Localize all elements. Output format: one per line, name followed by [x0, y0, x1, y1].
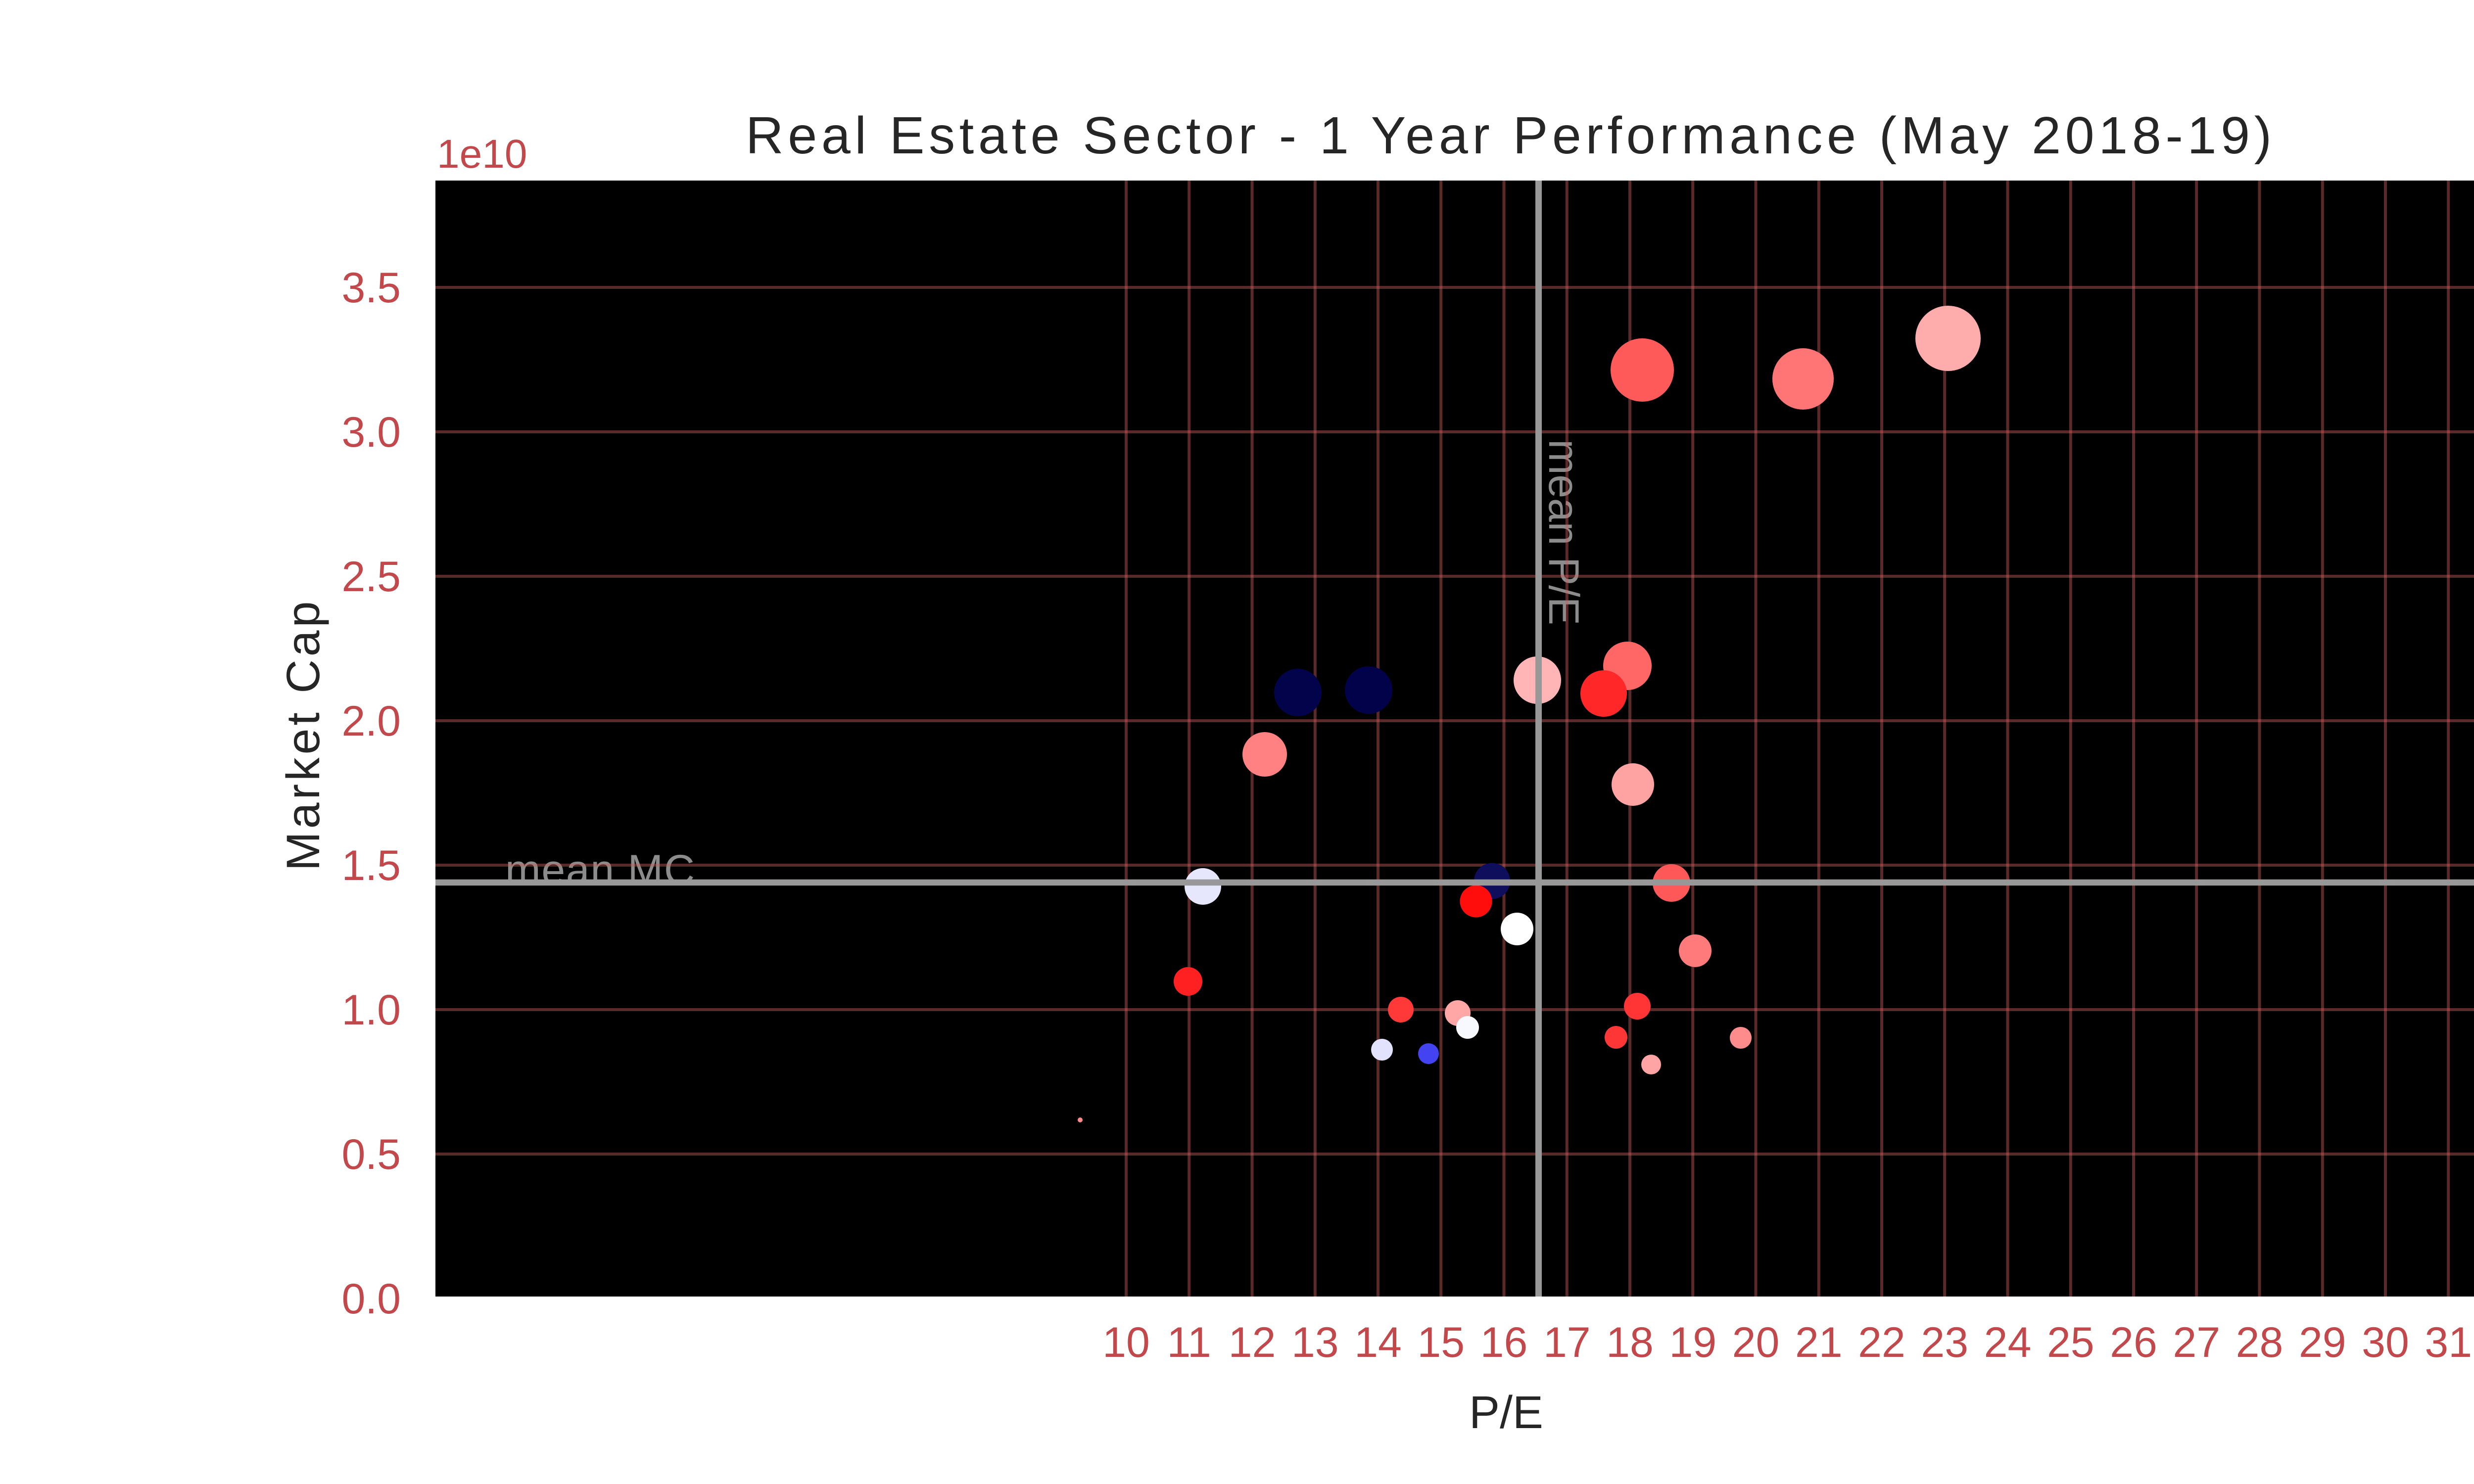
svg-text:Market Cap: Market Cap — [277, 602, 330, 871]
svg-text:1.0: 1.0 — [341, 986, 401, 1034]
svg-text:26: 26 — [2110, 1319, 2157, 1366]
svg-text:19: 19 — [1669, 1319, 1716, 1366]
svg-text:16: 16 — [1480, 1319, 1528, 1366]
svg-text:mean P/E: mean P/E — [1540, 439, 1587, 625]
svg-text:28: 28 — [2236, 1319, 2284, 1366]
svg-text:3.5: 3.5 — [341, 264, 401, 312]
svg-text:22: 22 — [1858, 1319, 1905, 1366]
svg-text:31: 31 — [2425, 1319, 2472, 1366]
svg-text:15: 15 — [1417, 1319, 1465, 1366]
svg-text:30: 30 — [2362, 1319, 2409, 1366]
svg-text:0.5: 0.5 — [341, 1131, 401, 1178]
svg-text:17: 17 — [1543, 1319, 1591, 1366]
svg-text:11: 11 — [1167, 1319, 1211, 1366]
svg-text:1.5: 1.5 — [341, 842, 401, 889]
svg-text:12: 12 — [1229, 1319, 1276, 1366]
svg-text:21: 21 — [1795, 1319, 1843, 1366]
svg-text:mean MC: mean MC — [505, 846, 695, 894]
svg-text:29: 29 — [2299, 1319, 2346, 1366]
svg-text:P/E: P/E — [1469, 1387, 1543, 1438]
svg-text:3.0: 3.0 — [341, 409, 401, 456]
svg-text:1e10: 1e10 — [437, 132, 527, 177]
svg-text:27: 27 — [2173, 1319, 2220, 1366]
svg-text:24: 24 — [1984, 1319, 2032, 1366]
svg-text:23: 23 — [1921, 1319, 1968, 1366]
svg-text:2.5: 2.5 — [341, 553, 401, 601]
svg-text:10: 10 — [1102, 1319, 1150, 1366]
svg-text:18: 18 — [1606, 1319, 1654, 1366]
svg-text:2.0: 2.0 — [341, 697, 401, 745]
svg-text:13: 13 — [1291, 1319, 1339, 1366]
svg-text:14: 14 — [1354, 1319, 1402, 1366]
svg-text:20: 20 — [1732, 1319, 1780, 1366]
svg-text:25: 25 — [2047, 1319, 2094, 1366]
svg-text:0.0: 0.0 — [341, 1275, 401, 1323]
